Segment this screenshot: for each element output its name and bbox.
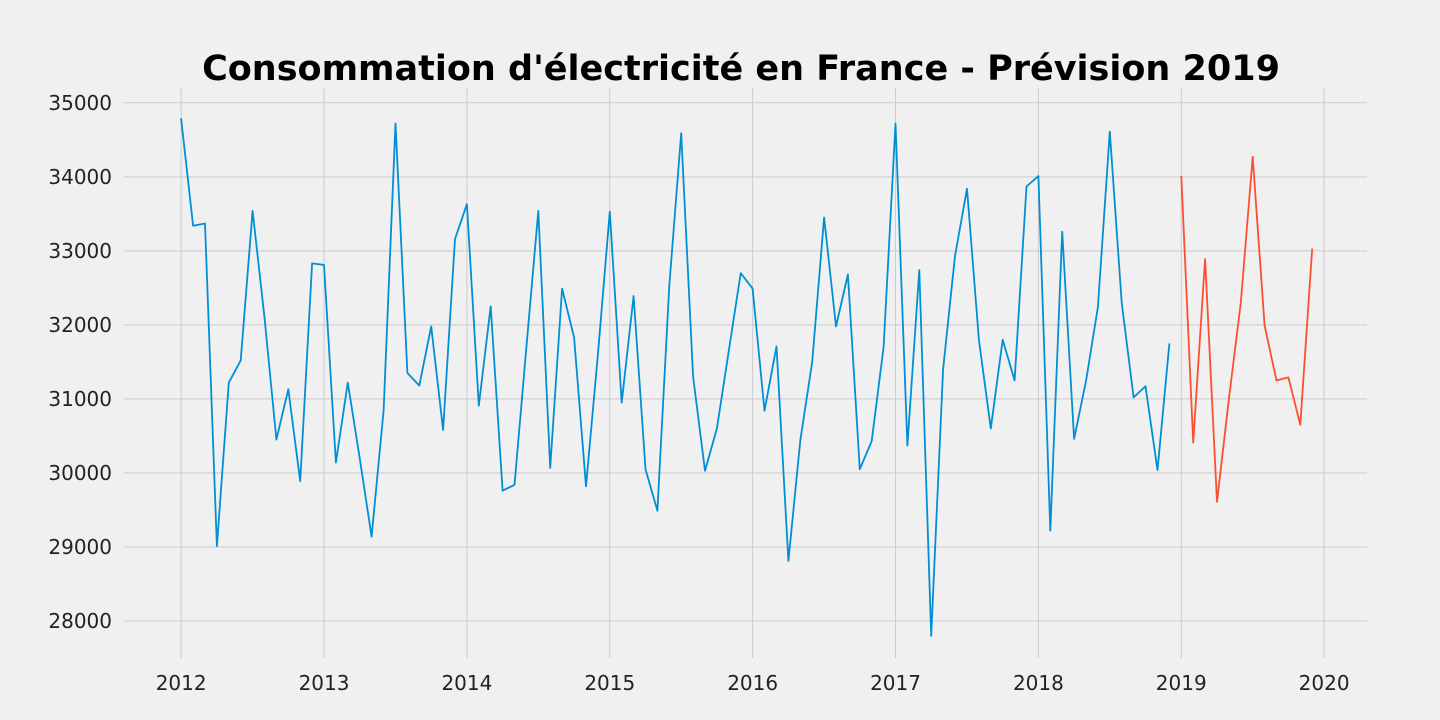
y-tick-label: 29000 <box>48 535 112 559</box>
x-tick-label: 2014 <box>441 671 492 695</box>
series-line-0 <box>180 118 1171 637</box>
y-tick-label: 33000 <box>48 239 112 263</box>
series-lines <box>180 118 1314 637</box>
x-tick-label: 2020 <box>1299 671 1350 695</box>
y-tick-label: 31000 <box>48 387 112 411</box>
y-tick-label: 35000 <box>48 91 112 115</box>
x-tick-label: 2013 <box>299 671 350 695</box>
x-tick-label: 2017 <box>870 671 921 695</box>
chart-title: Consommation d'électricité en France - P… <box>202 49 1280 89</box>
y-tick-label: 28000 <box>48 609 112 633</box>
x-tick-label: 2015 <box>584 671 635 695</box>
x-tick-label: 2018 <box>1013 671 1064 695</box>
x-tick-label: 2016 <box>727 671 778 695</box>
y-tick-label: 30000 <box>48 461 112 485</box>
x-tick-label: 2019 <box>1156 671 1207 695</box>
grid <box>124 88 1367 658</box>
y-tick-label: 34000 <box>48 165 112 189</box>
tick-labels: 2012 2013 2014 2015 2016 2017 2018 2019 2020 2800… <box>48 91 1349 695</box>
x-tick-label: 2012 <box>156 671 207 695</box>
series-line-1 <box>1180 155 1314 503</box>
y-tick-label: 32000 <box>48 313 112 337</box>
